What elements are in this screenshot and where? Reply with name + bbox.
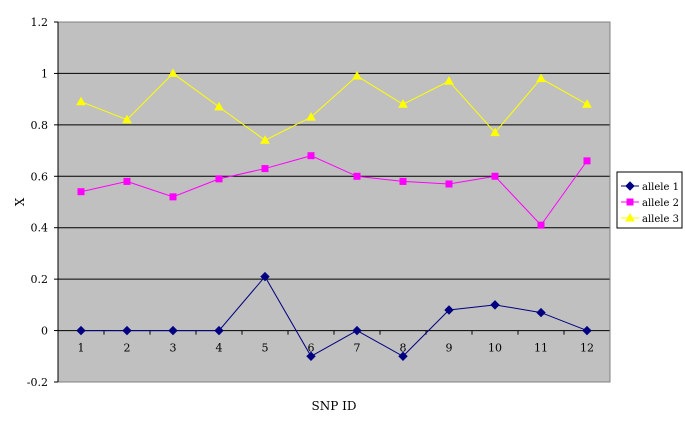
data-point — [169, 193, 177, 201]
series-1 — [76, 271, 592, 361]
plot-area — [58, 22, 610, 382]
data-point — [583, 157, 591, 165]
series-3 — [76, 68, 592, 144]
x-tick-label: 5 — [262, 342, 269, 355]
legend-item: allele 3 — [621, 212, 679, 225]
data-point — [444, 305, 454, 315]
data-point — [122, 114, 132, 124]
data-point — [215, 175, 223, 183]
y-tick-label: 0.2 — [31, 273, 49, 286]
legend-label: allele 2 — [642, 198, 679, 209]
data-point — [214, 325, 224, 336]
x-tick-label: 9 — [446, 342, 453, 355]
y-axis-title: X — [13, 197, 27, 206]
data-point — [168, 325, 178, 336]
data-point — [122, 325, 132, 336]
series-line — [80, 155, 588, 226]
data-point — [490, 300, 500, 310]
legend-item: allele 2 — [621, 198, 679, 209]
x-tick-label: 12 — [580, 342, 594, 355]
data-point — [445, 180, 453, 188]
data-point — [444, 76, 454, 85]
data-point — [307, 152, 315, 160]
data-point — [260, 271, 270, 282]
data-point — [123, 177, 131, 185]
y-tick-label: -0.2 — [27, 376, 48, 389]
data-point — [352, 325, 362, 336]
data-point — [491, 172, 499, 180]
x-tick-label: 4 — [216, 342, 223, 355]
data-point — [306, 351, 316, 361]
x-tick-label: 1 — [78, 342, 85, 355]
legend-swatch-marker — [626, 198, 634, 206]
y-tick-label: 0.6 — [31, 170, 49, 183]
data-point — [490, 127, 500, 137]
series-line — [80, 72, 588, 141]
legend: allele 1 allele 2 allele 3 — [616, 171, 683, 229]
data-point — [536, 73, 546, 83]
y-axis-ticks: 1.2 1 0.8 0.6 0.4 0.2 0 -0.2 — [27, 16, 58, 389]
data-point — [260, 135, 270, 144]
data-point — [537, 221, 545, 229]
data-point — [76, 325, 86, 336]
y-tick-label: 0.4 — [31, 222, 49, 235]
data-point — [352, 70, 362, 80]
x-tick-label: 6 — [308, 342, 315, 355]
data-point — [398, 99, 408, 108]
data-point — [168, 68, 178, 77]
data-point — [261, 165, 269, 173]
x-tick-label: 8 — [400, 342, 407, 355]
y-tick-label: 0.8 — [31, 119, 49, 132]
y-tick-label: 1 — [41, 67, 48, 80]
y-tick-label: 0 — [41, 325, 48, 338]
data-point — [76, 96, 86, 106]
legend-swatch-marker — [625, 212, 635, 222]
data-point — [582, 325, 592, 336]
legend-swatch-marker — [625, 181, 635, 191]
series-lines — [76, 68, 592, 361]
series-2 — [77, 152, 591, 229]
data-point — [582, 99, 592, 108]
legend-label: allele 1 — [642, 182, 679, 193]
x-tick-label: 10 — [488, 342, 502, 355]
data-point — [353, 172, 361, 180]
data-point — [214, 101, 224, 111]
x-tick-label: 3 — [170, 342, 177, 355]
x-tick-label: 2 — [124, 342, 131, 355]
data-point — [399, 177, 407, 185]
data-point — [398, 351, 408, 361]
x-tick-label: 7 — [354, 342, 361, 355]
series-line — [81, 275, 588, 357]
legend-item: allele 1 — [621, 181, 679, 193]
x-axis-title: SNP ID — [312, 399, 357, 413]
x-axis-ticks: 1 2 3 4 5 6 7 8 9 10 11 12 — [57, 330, 594, 355]
x-tick-label: 11 — [534, 342, 548, 355]
y-tick-label: 1.2 — [31, 16, 49, 29]
data-point — [536, 307, 546, 318]
legend-label: allele 3 — [642, 214, 679, 225]
data-point — [306, 112, 316, 121]
data-point — [77, 188, 85, 196]
